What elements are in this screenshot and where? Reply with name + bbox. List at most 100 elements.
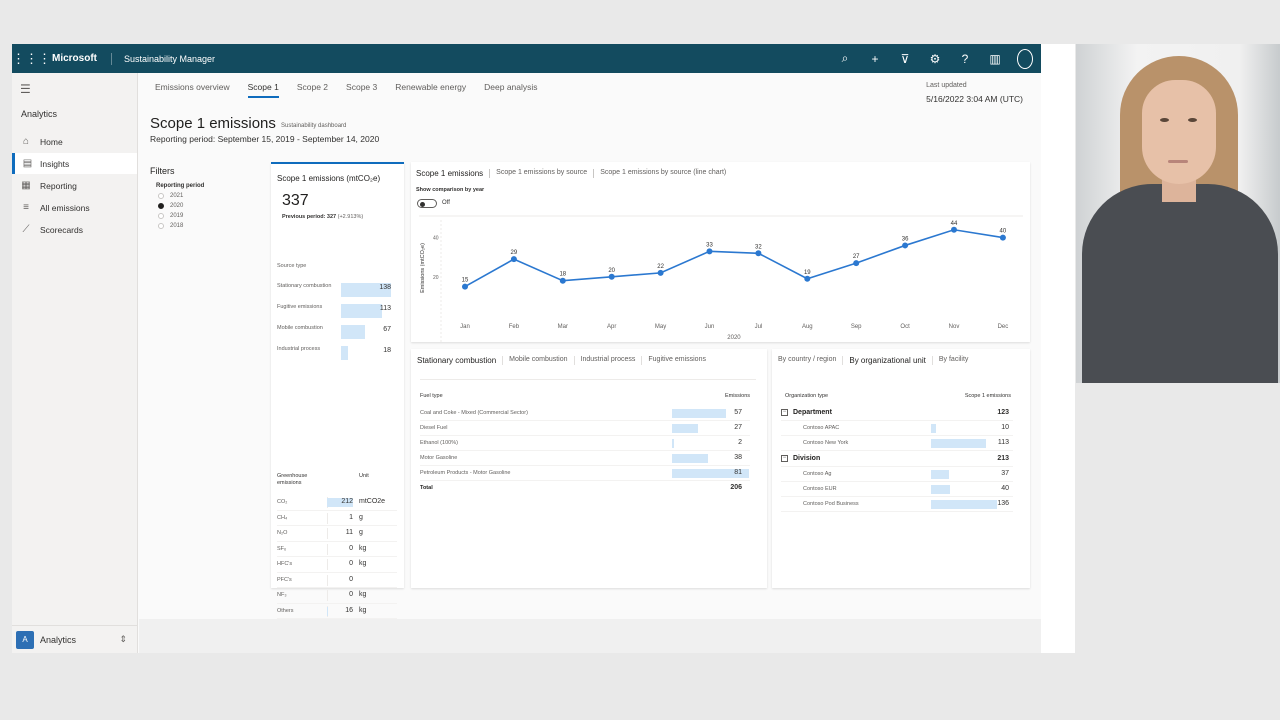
gas-row[interactable]: Others 16 kg <box>277 604 397 619</box>
gas-row[interactable]: CH₄ 1 g <box>277 511 397 526</box>
gas-label: CH₄ <box>277 514 288 521</box>
fuel-row[interactable]: Coal and Coke - Mixed (Commercial Sector… <box>420 406 750 421</box>
period-option-2021[interactable]: 2021 <box>158 192 204 199</box>
tab-by-org-unit[interactable]: By organizational unit <box>843 356 933 365</box>
data-point[interactable] <box>559 277 566 284</box>
gas-row[interactable]: N₂O 11 g <box>277 526 397 542</box>
gas-row[interactable]: NF₃ 0 kg <box>277 588 397 604</box>
fuel-row[interactable]: Ethanol (100%) 2 <box>420 436 750 451</box>
radio-label: 2018 <box>170 222 184 229</box>
brand-name[interactable]: Microsoft <box>42 52 112 65</box>
gas-row[interactable]: CO₂ 212 mtCO2e <box>277 495 397 511</box>
tab-emissions-by-source-line[interactable]: Scope 1 emissions by source (line chart) <box>600 169 727 176</box>
fuel-row[interactable]: Diesel Fuel 27 <box>420 421 750 436</box>
tab-mobile-combustion[interactable]: Mobile combustion <box>503 356 575 365</box>
collapse-icon[interactable]: − <box>781 454 788 462</box>
tab-scope-1[interactable]: Scope 1 <box>247 82 279 98</box>
tab-fugitive-emissions[interactable]: Fugitive emissions <box>648 356 706 363</box>
gear-icon[interactable]: ⚙ <box>929 51 941 66</box>
tab-stationary-combustion[interactable]: Stationary combustion <box>417 356 504 365</box>
org-group-row[interactable]: − Department 123 <box>781 406 1013 421</box>
org-row[interactable]: Contoso New York 113 <box>781 436 1013 452</box>
data-point[interactable] <box>804 275 811 282</box>
org-bar <box>931 439 986 449</box>
org-row[interactable]: Contoso EUR 40 <box>781 482 1013 497</box>
gas-value: 0 <box>349 575 353 583</box>
data-point[interactable] <box>853 260 860 267</box>
data-point[interactable] <box>462 283 468 290</box>
book-icon[interactable]: ▥ <box>989 51 1001 66</box>
tab-by-country[interactable]: By country / region <box>778 356 844 365</box>
source-row[interactable]: Stationary combustion 138 <box>277 282 397 298</box>
sidebar-item-home[interactable]: ⌂ Home <box>12 131 137 152</box>
data-point[interactable] <box>755 250 762 257</box>
org-group-row[interactable]: − Division 213 <box>781 452 1013 467</box>
org-row[interactable]: Contoso Ag 37 <box>781 467 1013 482</box>
org-value: 136 <box>997 500 1009 508</box>
data-point[interactable] <box>999 234 1006 241</box>
sidebar-item-scorecards[interactable]: ⟋ Scorecards <box>12 219 137 240</box>
page-subtitle: Sustainability dashboard <box>281 123 347 129</box>
fuel-value: 81 <box>734 469 742 476</box>
source-row[interactable]: Industrial process 18 <box>277 345 397 361</box>
filter-icon[interactable]: ⊽ <box>900 51 910 66</box>
tab-scope-2[interactable]: Scope 2 <box>296 82 329 92</box>
data-point[interactable] <box>510 256 517 263</box>
area-switcher[interactable]: A Analytics ⇕ <box>12 625 137 653</box>
comparison-toggle[interactable] <box>417 199 437 208</box>
fuel-bar <box>672 424 698 433</box>
divider <box>420 379 756 380</box>
data-point[interactable] <box>608 273 615 280</box>
tab-by-facility[interactable]: By facility <box>938 356 969 363</box>
tab-scope-3[interactable]: Scope 3 <box>346 82 378 92</box>
sidebar-item-all-emissions[interactable]: ≡ All emissions <box>12 197 137 218</box>
gas-row[interactable]: SF₆ 0 kg <box>277 542 397 557</box>
search-icon[interactable]: ⌕ <box>841 51 849 65</box>
tab-deep-analysis[interactable]: Deep analysis <box>484 82 538 92</box>
avatar[interactable] <box>1017 48 1033 69</box>
source-row[interactable]: Fugitive emissions 113 <box>277 303 397 319</box>
gas-row[interactable]: HFC's 0 kg <box>277 557 397 573</box>
previous-label: Previous period: 327 <box>282 214 337 220</box>
org-value: 10 <box>1001 424 1009 432</box>
data-point[interactable] <box>902 242 909 249</box>
fuel-row[interactable]: Petroleum Products - Motor Gasoline 81 <box>420 466 750 481</box>
period-option-2019[interactable]: 2019 <box>158 212 204 219</box>
app-launcher-icon[interactable]: ⋮⋮⋮ <box>12 50 51 66</box>
collapse-icon[interactable]: − <box>781 409 788 416</box>
last-updated: Last updated 5/16/2022 3:04 AM (UTC) <box>926 82 1023 104</box>
sidebar-item-reporting[interactable]: ▦ Reporting <box>12 175 137 196</box>
data-point[interactable] <box>951 226 957 233</box>
x-tick-label: Jan <box>460 324 470 330</box>
x-axis-label: 2020 <box>727 335 741 341</box>
help-icon[interactable]: ? <box>961 51 969 66</box>
tab-scope1-emissions[interactable]: Scope 1 emissions <box>416 169 491 178</box>
x-tick-label: May <box>655 324 666 330</box>
fuel-value: 38 <box>734 454 742 461</box>
org-bar <box>931 469 949 479</box>
x-tick-label: Jun <box>705 324 715 330</box>
fuel-value: 27 <box>734 424 742 431</box>
period-option-2020[interactable]: 2020 <box>158 202 204 209</box>
data-point[interactable] <box>657 269 664 276</box>
fuel-label: Diesel Fuel <box>420 425 448 431</box>
fuel-bar <box>672 454 709 463</box>
tab-emissions-by-source[interactable]: Scope 1 emissions by source <box>490 169 595 178</box>
hamburger-icon[interactable]: ☰ <box>20 82 31 96</box>
data-point[interactable] <box>706 248 713 255</box>
period-option-2018[interactable]: 2018 <box>158 222 204 229</box>
fuel-total-row: Total 206 <box>420 481 750 496</box>
source-row[interactable]: Mobile combustion 67 <box>277 324 397 340</box>
tab-renewable-energy[interactable]: Renewable energy <box>395 82 467 92</box>
gas-label: N₂O <box>277 530 288 536</box>
gas-row[interactable]: PFC's 0 <box>277 573 397 588</box>
plus-icon[interactable]: + <box>871 51 879 66</box>
tab-industrial-process[interactable]: Industrial process <box>575 356 643 365</box>
source-bar <box>341 325 366 339</box>
tab-emissions-overview[interactable]: Emissions overview <box>155 82 230 92</box>
org-row[interactable]: Contoso Pod Business 136 <box>781 497 1013 513</box>
fuel-row[interactable]: Motor Gasoline 38 <box>420 451 750 466</box>
sidebar-item-insights[interactable]: ▤ Insights <box>12 153 137 174</box>
org-row[interactable]: Contoso APAC 10 <box>781 421 1013 437</box>
org-label: Contoso EUR <box>803 486 837 492</box>
